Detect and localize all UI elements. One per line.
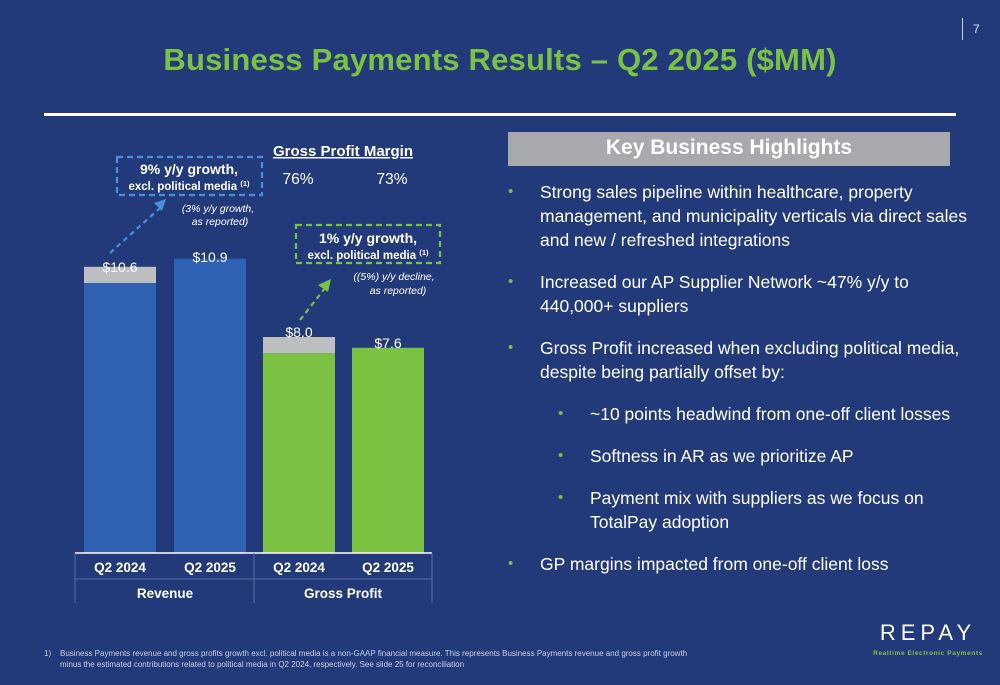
highlight-subitem: • Softness in AR as we prioritize AP (558, 446, 854, 466)
highlights-list: • Strong sales pipeline within healthcare… (508, 180, 968, 594)
footnote: 1) Business Payments revenue and gross p… (44, 648, 694, 670)
tick-label-revenue-q2-2024: Q2 2024 (94, 560, 146, 575)
chart: Q2 2024 Q2 2025 Q2 2024 Q2 2025 Revenue … (74, 143, 442, 603)
revenue-callout-line1: 9% y/y growth, (140, 161, 238, 177)
value-label-revenue-q2-2025: $10.9 (192, 249, 227, 265)
value-label-revenue-q2-2024: $10.6 (102, 259, 137, 275)
highlight-subitem: • Payment mix with suppliers as we focus … (558, 488, 924, 532)
bullet-glyph: • (558, 489, 564, 506)
revenue-callout-note1: (3% y/y growth, (182, 203, 254, 215)
value-label-gp-q2-2024: $8.0 (285, 324, 312, 340)
gp-callout-note2: as reported) (370, 285, 427, 297)
gp-callout-note1: ((5%) y/y decline, (353, 271, 434, 283)
footnote-number: 1) (44, 649, 52, 658)
bar-gp-q2-2024 (263, 353, 335, 553)
gp-margin-q2-2025: 73% (376, 171, 407, 188)
highlight-item: • Increased our AP Supplier Network ~47% … (508, 272, 909, 316)
bar-revenue-q2-2024 (84, 283, 156, 553)
highlights-header: Key Business Highlights (508, 132, 950, 166)
gp-callout-line2: excl. political media (1) (307, 248, 429, 262)
bullet-glyph: • (558, 447, 564, 464)
highlight-item: • Strong sales pipeline within healthcare… (508, 182, 967, 250)
group-label-gross-profit: Gross Profit (304, 586, 383, 601)
bullet-glyph: • (508, 555, 514, 572)
slide-title: Business Payments Results – Q2 2025 ($MM… (163, 42, 837, 77)
bar-revenue-q2-2025 (174, 258, 246, 553)
footnote-text: Business Payments revenue and gross prof… (60, 649, 688, 669)
gp-margin-q2-2024: 76% (282, 171, 313, 188)
highlight-subitem: • ~10 points headwind from one-off client… (558, 404, 951, 424)
gp-callout-arrow-line (299, 287, 326, 321)
value-label-gp-q2-2025: $7.6 (374, 335, 401, 351)
gp-callout-line1: 1% y/y growth, (319, 230, 417, 246)
group-label-revenue: Revenue (137, 586, 194, 601)
logo-tagline: Realtime Electronic Payments (873, 650, 983, 657)
revenue-callout-line2: excl. political media (1) (128, 179, 250, 193)
logo-wordmark: REPAY (879, 620, 977, 645)
revenue-callout-arrow-line (109, 207, 161, 254)
revenue-callout-box (115, 155, 264, 197)
page-number: 7 (962, 18, 980, 40)
gp-callout-arrowhead (318, 279, 331, 292)
tick-label-gp-q2-2024: Q2 2024 (273, 560, 325, 575)
highlight-item: • Gross Profit increased when excluding p… (508, 338, 960, 382)
repay-logo: REPAY Realtime Electronic Payments (872, 620, 984, 657)
bullet-glyph: • (558, 405, 564, 422)
bars-layer (84, 258, 424, 553)
revenue-callout-arrowhead (154, 199, 166, 211)
gp-margin-title: Gross Profit Margin (273, 143, 413, 160)
bullet-glyph: • (508, 339, 514, 356)
bar-segment-political-media-revenue-q2-2024 (84, 266, 156, 283)
bullet-glyph: • (508, 183, 514, 200)
bar-gp-q2-2025 (352, 347, 424, 553)
bullet-glyph: • (508, 273, 514, 290)
revenue-callout-note2: as reported) (192, 216, 249, 228)
tick-label-revenue-q2-2025: Q2 2025 (184, 560, 236, 575)
highlight-item: • GP margins impacted from one-off client… (508, 554, 889, 574)
bar-segment-political-media-gp-q2-2024 (263, 337, 335, 354)
tick-label-gp-q2-2025: Q2 2025 (362, 560, 414, 575)
gp-callout-box (294, 223, 442, 265)
title-divider (44, 113, 956, 116)
